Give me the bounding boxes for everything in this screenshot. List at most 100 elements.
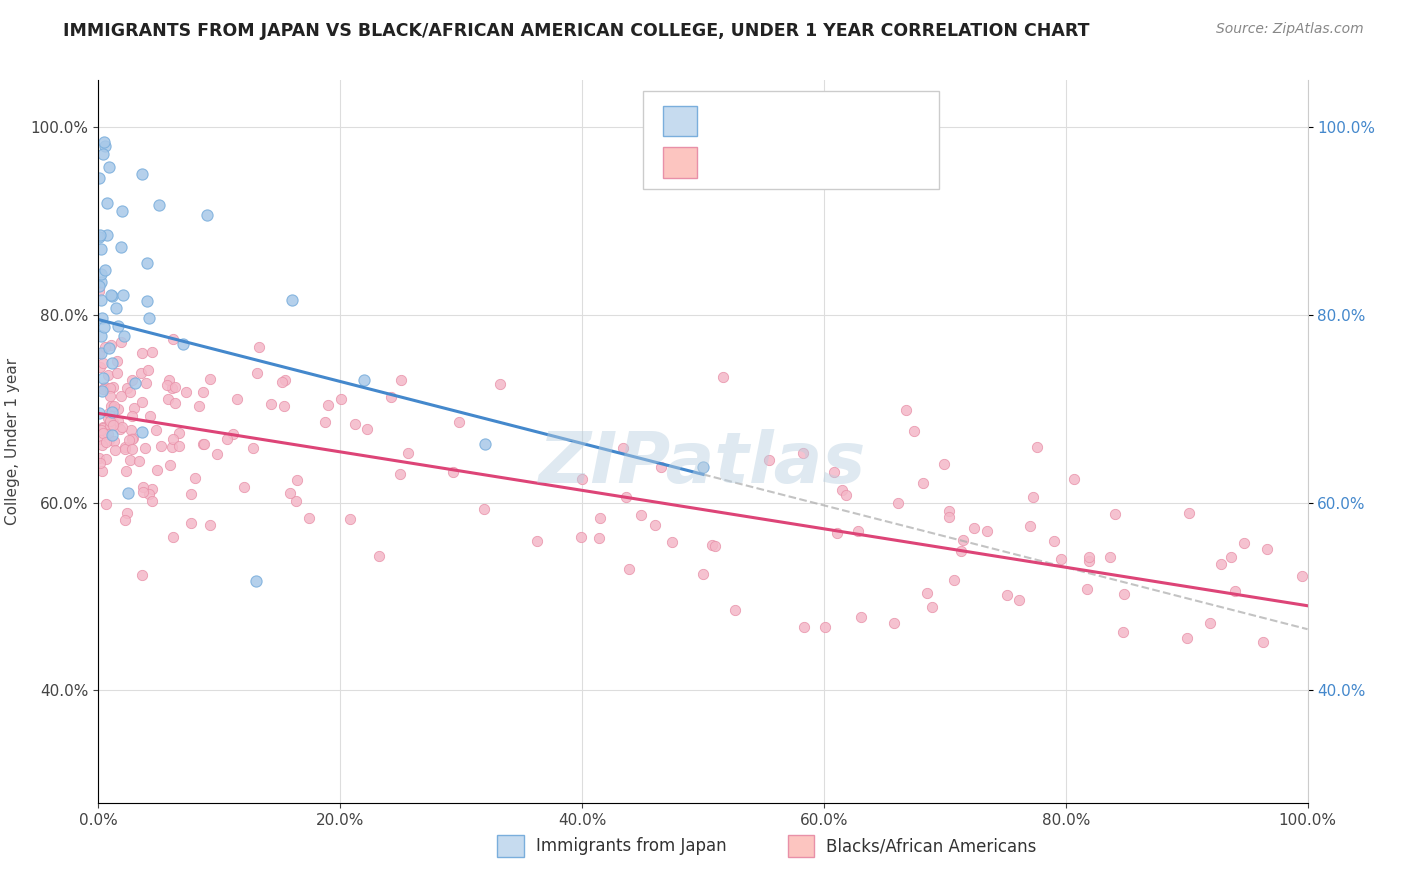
- Text: IMMIGRANTS FROM JAPAN VS BLACK/AFRICAN AMERICAN COLLEGE, UNDER 1 YEAR CORRELATIO: IMMIGRANTS FROM JAPAN VS BLACK/AFRICAN A…: [63, 22, 1090, 40]
- Point: [90, 242, 112, 256]
- Point: [630, 508, 652, 523]
- Point: [100, 399, 122, 413]
- Point: [89, 432, 111, 446]
- Bar: [664, 105, 697, 136]
- Point: [90, 384, 112, 399]
- Point: [91, 356, 114, 370]
- Point: [1178, 506, 1201, 520]
- Point: [474, 437, 496, 451]
- Bar: [498, 835, 524, 857]
- Point: [1018, 519, 1040, 533]
- Bar: [787, 835, 814, 857]
- Point: [129, 366, 152, 380]
- Point: [87, 451, 110, 466]
- Text: ZIPatlas: ZIPatlas: [540, 429, 866, 498]
- Point: [831, 483, 853, 498]
- Point: [692, 459, 714, 474]
- Point: [165, 380, 187, 394]
- Point: [131, 394, 153, 409]
- Point: [330, 392, 353, 406]
- Point: [131, 167, 153, 181]
- Point: [260, 397, 283, 411]
- Point: [1220, 549, 1243, 564]
- Point: [388, 467, 411, 482]
- Point: [589, 511, 612, 525]
- Point: [96, 195, 118, 210]
- Point: [103, 415, 125, 429]
- Point: [162, 381, 184, 395]
- Point: [184, 471, 207, 485]
- Bar: [664, 147, 697, 178]
- Point: [148, 198, 170, 212]
- Point: [1098, 550, 1121, 565]
- Point: [107, 402, 129, 417]
- Point: [1026, 441, 1049, 455]
- Point: [380, 390, 402, 404]
- Point: [103, 418, 125, 433]
- Point: [1291, 569, 1313, 583]
- Text: Source: ZipAtlas.com: Source: ZipAtlas.com: [1216, 22, 1364, 37]
- Text: -0.257: -0.257: [758, 111, 817, 128]
- Point: [93, 135, 115, 149]
- Point: [233, 480, 256, 494]
- Point: [273, 399, 295, 413]
- Point: [887, 496, 910, 510]
- Point: [156, 378, 179, 392]
- Point: [792, 446, 814, 460]
- Point: [139, 409, 162, 423]
- Point: [1112, 625, 1135, 640]
- Point: [98, 381, 121, 395]
- Point: [138, 311, 160, 326]
- Point: [896, 403, 918, 417]
- Point: [94, 497, 117, 511]
- Point: [101, 380, 124, 394]
- Point: [141, 483, 163, 497]
- Point: [225, 392, 247, 407]
- Point: [200, 518, 222, 533]
- Point: [617, 562, 640, 576]
- Point: [121, 431, 143, 445]
- Point: [97, 411, 120, 425]
- Y-axis label: College, Under 1 year: College, Under 1 year: [4, 358, 20, 525]
- Point: [217, 432, 239, 446]
- Point: [700, 538, 723, 552]
- Text: Immigrants from Japan: Immigrants from Japan: [536, 838, 727, 855]
- Point: [138, 487, 160, 501]
- Point: [389, 373, 412, 387]
- Point: [104, 443, 127, 458]
- Point: [97, 342, 120, 356]
- Point: [91, 383, 114, 397]
- Point: [131, 484, 153, 499]
- Point: [205, 447, 228, 461]
- Text: N =: N =: [838, 111, 876, 128]
- Point: [100, 428, 122, 442]
- Point: [93, 371, 115, 385]
- Point: [1233, 536, 1256, 550]
- Point: [245, 574, 267, 588]
- Point: [650, 460, 672, 475]
- Point: [87, 279, 110, 293]
- Point: [188, 399, 211, 413]
- Text: 200: 200: [884, 153, 920, 170]
- Point: [110, 239, 132, 253]
- Point: [107, 414, 129, 428]
- Point: [124, 376, 146, 391]
- Point: [614, 490, 637, 504]
- Point: [314, 415, 336, 429]
- Point: [134, 441, 156, 455]
- Point: [814, 620, 837, 634]
- Point: [472, 502, 495, 516]
- Point: [1007, 592, 1029, 607]
- Point: [94, 434, 117, 449]
- Point: [89, 170, 111, 185]
- Point: [114, 441, 136, 455]
- Point: [107, 318, 129, 333]
- Point: [367, 549, 389, 563]
- Point: [89, 406, 111, 420]
- Point: [114, 442, 136, 456]
- Point: [571, 472, 593, 486]
- Point: [93, 146, 115, 161]
- Point: [110, 335, 132, 350]
- Point: [159, 373, 181, 387]
- Point: [167, 425, 190, 440]
